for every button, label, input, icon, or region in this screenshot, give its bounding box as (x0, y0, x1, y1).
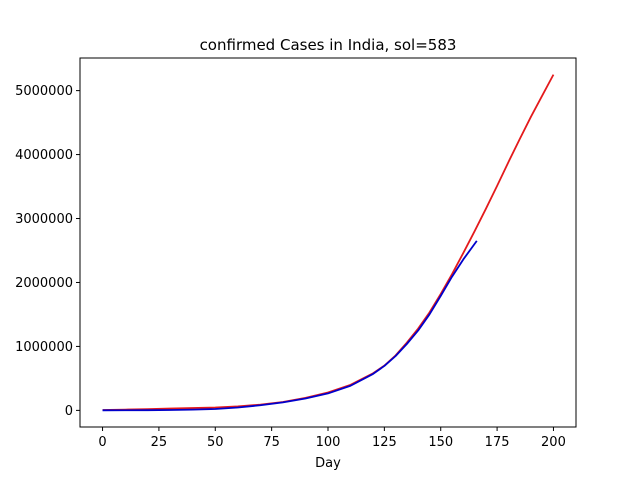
chart-title: confirmed Cases in India, sol=583 (200, 36, 457, 54)
x-tick-label: 100 (316, 435, 341, 450)
series-layer (102, 74, 555, 412)
x-tick-label: 150 (428, 435, 453, 450)
series-line-2 (102, 240, 478, 412)
y-tick-label: 2000000 (15, 276, 73, 291)
x-tick-label: 25 (151, 435, 168, 450)
y-tick-label: 3000000 (15, 212, 73, 227)
x-tick-label: 175 (485, 435, 510, 450)
y-tick-label: 5000000 (15, 84, 73, 99)
x-tick-label: 50 (207, 435, 224, 450)
y-tick-label: 1000000 (15, 340, 73, 355)
y-axis: 0 1000000 2000000 3000000 4000000 5000000 (15, 84, 80, 419)
x-tick-label: 200 (541, 435, 566, 450)
x-axis: 0 25 50 75 100 125 150 175 200 (98, 427, 566, 450)
y-tick-label: 0 (65, 404, 73, 419)
x-tick-label: 125 (372, 435, 397, 450)
x-tick-label: 75 (263, 435, 280, 450)
x-tick-label: 0 (98, 435, 106, 450)
x-axis-label: Day (315, 456, 341, 471)
y-tick-label: 4000000 (15, 148, 73, 163)
